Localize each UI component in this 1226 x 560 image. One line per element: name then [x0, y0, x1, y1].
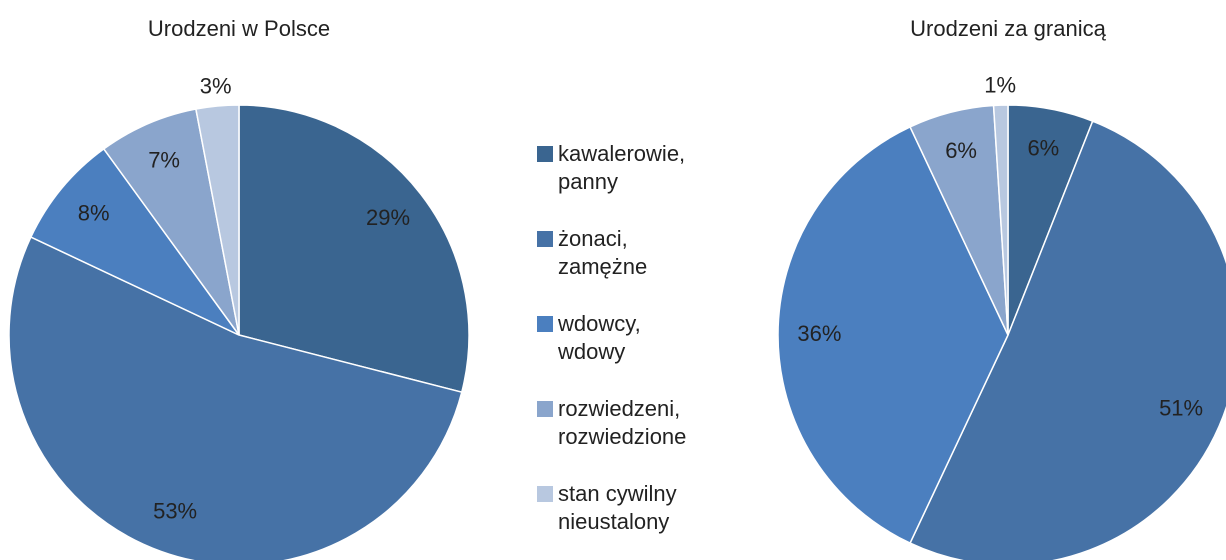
pie-slice [29, 147, 240, 336]
chart-title: Urodzeni za granicą [910, 16, 1106, 41]
legend-swatch [537, 316, 553, 332]
pie-slice [992, 104, 1009, 336]
legend-label: wdowcy, wdowy [558, 311, 641, 364]
data-label: 8% [78, 201, 110, 226]
pie-slice [8, 236, 463, 560]
chart-title: Urodzeni w Polsce [148, 16, 330, 41]
data-label: 29% [366, 205, 410, 230]
legend-swatch [537, 146, 553, 162]
pie-slice [777, 125, 1009, 545]
pie-slice [195, 104, 240, 336]
data-label: 7% [148, 148, 180, 173]
pie-slice [909, 120, 1226, 560]
data-label: 51% [1159, 396, 1203, 421]
data-label: 6% [945, 138, 977, 163]
data-label: 36% [797, 321, 841, 346]
data-label: 53% [153, 498, 197, 523]
pie-slice [102, 108, 240, 336]
legend-label: kawalerowie, panny [558, 141, 686, 194]
legend-swatch [537, 486, 553, 502]
legend-swatch [537, 401, 553, 417]
legend-swatch [537, 231, 553, 247]
legend-label: rozwiedzeni, rozwiedzione [558, 396, 687, 449]
data-label: 6% [1027, 136, 1059, 161]
pie-slice [238, 104, 470, 394]
data-label: 3% [200, 74, 232, 99]
legend-label: stan cywilny nieustalony [558, 481, 677, 534]
data-label: 1% [984, 73, 1016, 98]
legend-label: żonaci, zamężne [558, 226, 648, 279]
